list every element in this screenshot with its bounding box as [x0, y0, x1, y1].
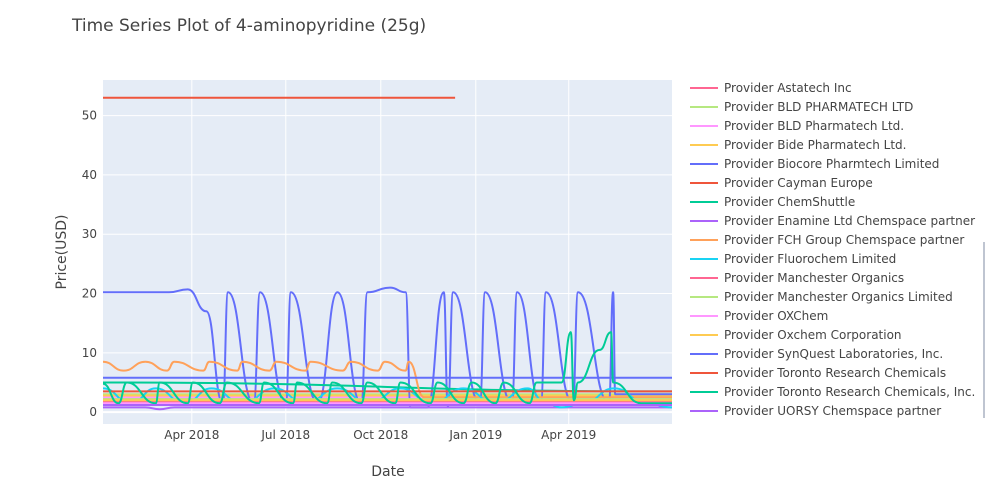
x-axis-ticks: Apr 2018 Jul 2018 Oct 2018 Jan 2019 Apr 2019 — [164, 428, 596, 442]
legend-item-label: Provider Manchester Organics Limited — [724, 290, 953, 304]
series-line-16 — [102, 331, 672, 405]
legend-item-label: Provider Biocore Pharmtech Limited — [724, 157, 939, 171]
plot-area — [103, 80, 672, 424]
legend-item-label: Provider FCH Group Chemspace partner — [724, 233, 964, 247]
y-tick-label: 0 — [89, 405, 97, 419]
legend-item-label: Provider Enamine Ltd Chemspace partner — [724, 214, 975, 228]
legend-item-label: Provider OXChem — [724, 309, 828, 323]
y-tick-label: 50 — [82, 109, 97, 123]
legend-scrollbar[interactable] — [983, 242, 985, 418]
y-tick-label: 30 — [82, 227, 97, 241]
y-tick-label: 20 — [82, 287, 97, 301]
legend-item-label: Provider Manchester Organics — [724, 271, 904, 285]
series-lines — [102, 96, 673, 411]
y-tick-label: 10 — [82, 346, 97, 360]
series-line-7 — [102, 406, 672, 411]
legend-item-label: Provider Toronto Research Chemicals — [724, 366, 946, 380]
legend-item-label: Provider Oxchem Corporation — [724, 328, 902, 342]
legend-item-label: Provider Bide Pharmatech Ltd. — [724, 138, 907, 152]
x-tick-label: Jan 2019 — [448, 428, 502, 442]
legend-item-label: Provider BLD PHARMATECH LTD — [724, 100, 913, 114]
legend-item-label: Provider UORSY Chemspace partner — [724, 404, 941, 418]
x-tick-label: Apr 2018 — [164, 428, 219, 442]
legend: Provider Astatech Inc Provider BLD PHARMA… — [690, 81, 975, 418]
legend-item-label: Provider ChemShuttle — [724, 195, 855, 209]
legend-item-label: Provider Cayman Europe — [724, 176, 873, 190]
legend-item-label: Provider Fluorochem Limited — [724, 252, 896, 266]
y-tick-label: 40 — [82, 168, 97, 182]
series-line-8 — [102, 360, 672, 399]
legend-item-label: Provider Astatech Inc — [724, 81, 852, 95]
legend-item-label: Provider Toronto Research Chemicals, Inc… — [724, 385, 975, 399]
y-axis-ticks: 0 10 20 30 40 50 — [82, 109, 97, 420]
x-tick-label: Jul 2018 — [260, 428, 310, 442]
chart-title: Time Series Plot of 4-aminopyridine (25g… — [71, 16, 426, 36]
x-axis-title: Date — [371, 464, 404, 480]
legend-item-label: Provider BLD Pharmatech Ltd. — [724, 119, 904, 133]
x-tick-label: Oct 2018 — [353, 428, 408, 442]
x-tick-label: Apr 2019 — [541, 428, 596, 442]
legend-item-label: Provider SynQuest Laboratories, Inc. — [724, 347, 943, 361]
y-axis-title: Price(USD) — [54, 215, 70, 290]
